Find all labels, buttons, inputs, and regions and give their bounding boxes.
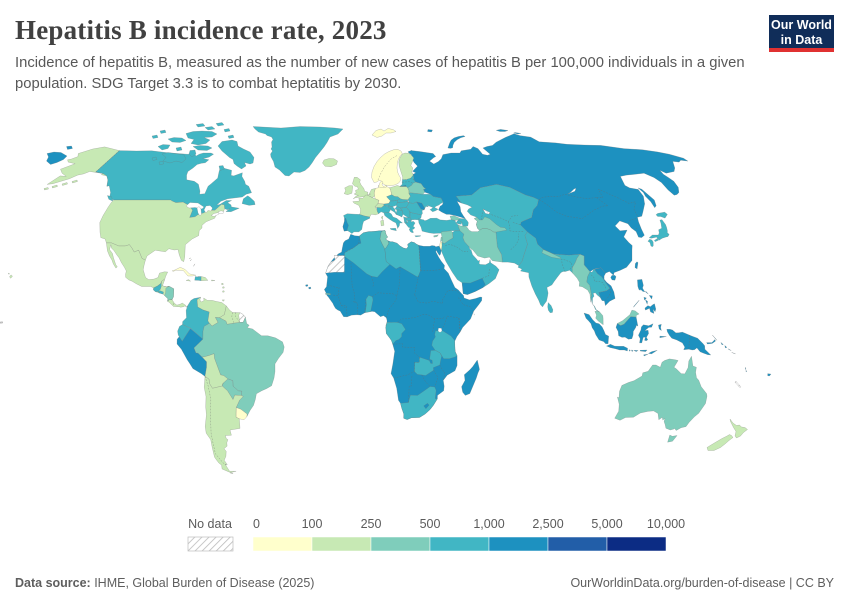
svg-text:250: 250 [361, 517, 382, 531]
svg-text:No data: No data [188, 517, 232, 531]
svg-text:0: 0 [253, 517, 260, 531]
svg-text:1,000: 1,000 [473, 517, 504, 531]
svg-text:500: 500 [420, 517, 441, 531]
svg-text:2,500: 2,500 [532, 517, 563, 531]
svg-text:10,000: 10,000 [647, 517, 685, 531]
svg-text:5,000: 5,000 [591, 517, 622, 531]
svg-text:100: 100 [302, 517, 323, 531]
